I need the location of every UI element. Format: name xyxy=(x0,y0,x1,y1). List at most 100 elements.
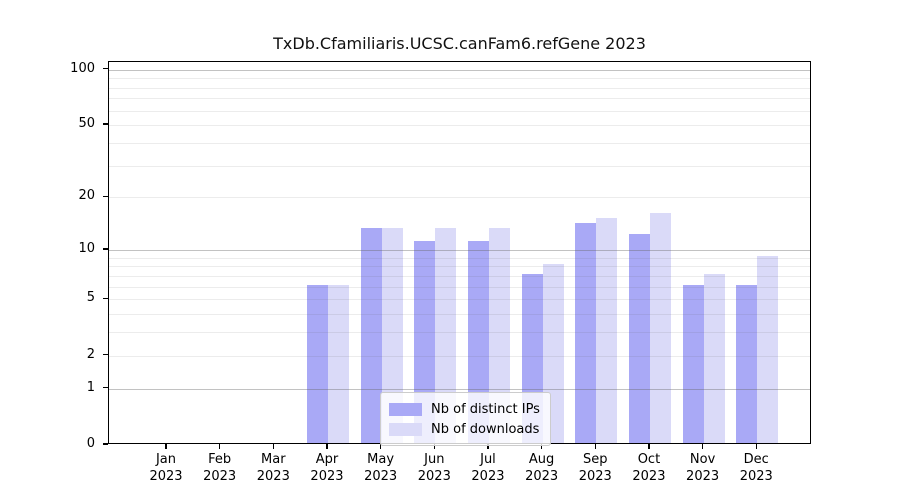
x-tick-month: Feb xyxy=(208,452,232,467)
x-tick-mark xyxy=(272,444,275,449)
x-tick-year: 2023 xyxy=(632,469,666,484)
x-tick-year: 2023 xyxy=(364,469,398,484)
x-tick-label: Apr 2023 xyxy=(299,451,355,485)
x-tick-year: 2023 xyxy=(686,469,720,484)
x-tick-mark xyxy=(540,444,543,449)
y-tick-label: 100 xyxy=(70,60,95,76)
gridline-major xyxy=(109,69,810,71)
x-tick-mark xyxy=(379,444,382,449)
x-tick-mark xyxy=(487,444,489,449)
x-tick-label: Dec 2023 xyxy=(728,451,784,485)
x-tick-mark xyxy=(594,444,597,449)
x-tick-month: Apr xyxy=(315,452,339,467)
gridline-minor xyxy=(109,299,810,301)
x-tick-label: Jan 2023 xyxy=(138,451,194,485)
y-tick-mark xyxy=(103,297,108,300)
x-tick-month: Jul xyxy=(480,452,496,467)
bar-downloads-jul xyxy=(488,228,510,443)
bar-downloads-dec xyxy=(757,255,779,443)
x-tick-mark xyxy=(218,444,221,449)
gridline-minor xyxy=(109,355,810,357)
gridline-major xyxy=(109,388,810,390)
bar-downloads-apr xyxy=(327,284,349,443)
bar-downloads-jun xyxy=(435,228,457,443)
gridline-minor xyxy=(109,87,810,89)
chart-title: TxDb.Cfamiliaris.UCSC.canFam6.refGene 20… xyxy=(273,34,646,53)
x-tick-mark xyxy=(433,444,436,449)
x-tick-year: 2023 xyxy=(149,469,183,484)
x-tick-label: Nov 2023 xyxy=(675,451,731,485)
x-tick-month: Nov xyxy=(689,452,716,467)
legend-swatch-downloads xyxy=(389,422,422,436)
x-tick-year: 2023 xyxy=(256,469,290,484)
y-tick-mark xyxy=(103,353,108,356)
gridline-major xyxy=(109,249,810,251)
bar-distinct-ips-dec xyxy=(736,284,758,443)
legend-label: Nb of downloads xyxy=(431,421,540,437)
y-tick-label: 50 xyxy=(78,116,95,132)
x-tick-month: Sep xyxy=(583,452,608,467)
gridline-minor xyxy=(109,98,810,100)
y-tick-mark xyxy=(103,67,108,70)
gridline-minor xyxy=(109,332,810,334)
x-tick-month: Aug xyxy=(528,452,555,467)
x-tick-mark xyxy=(701,444,704,449)
x-tick-month: Oct xyxy=(637,452,661,467)
y-tick-label: 10 xyxy=(78,240,95,256)
y-tick-label: 5 xyxy=(86,290,95,306)
y-tick-mark xyxy=(103,386,108,389)
x-tick-month: Jun xyxy=(424,452,445,467)
legend: Nb of distinct IPs Nb of downloads xyxy=(380,392,551,446)
y-tick-mark xyxy=(103,195,108,198)
legend-item: Nb of distinct IPs xyxy=(389,399,540,419)
bar-distinct-ips-apr xyxy=(306,284,328,443)
gridline-minor xyxy=(109,197,810,199)
bar-distinct-ips-oct xyxy=(628,234,650,443)
y-tick-label: 2 xyxy=(86,346,95,362)
x-tick-year: 2023 xyxy=(739,469,773,484)
x-tick-month: May xyxy=(367,452,395,467)
bar-distinct-ips-nov xyxy=(682,284,704,443)
x-tick-year: 2023 xyxy=(417,469,451,484)
bar-downloads-oct xyxy=(649,212,671,443)
y-tick-label: 1 xyxy=(86,379,95,395)
plot-area xyxy=(108,61,811,444)
gridline-minor xyxy=(109,78,810,80)
x-tick-label: Mar 2023 xyxy=(245,451,301,485)
x-tick-year: 2023 xyxy=(310,469,344,484)
bar-downloads-sep xyxy=(596,217,618,443)
x-tick-label: Aug 2023 xyxy=(514,451,570,485)
y-tick-label: 20 xyxy=(78,188,95,204)
legend-item: Nb of downloads xyxy=(389,419,540,439)
legend-swatch-distinct-ips xyxy=(389,402,422,416)
gridline-minor xyxy=(109,275,810,277)
x-tick-label: May 2023 xyxy=(353,451,409,485)
x-tick-mark xyxy=(648,444,650,449)
gridline-minor xyxy=(109,266,810,268)
gridline-minor xyxy=(109,142,810,144)
gridline-minor xyxy=(109,286,810,288)
x-tick-year: 2023 xyxy=(471,469,505,484)
gridline-minor xyxy=(109,165,810,167)
x-tick-label: Jul 2023 xyxy=(460,451,516,485)
y-tick-mark xyxy=(103,123,108,125)
y-tick-mark xyxy=(103,443,108,445)
x-tick-month: Mar xyxy=(261,452,286,467)
gridline-minor xyxy=(109,257,810,259)
x-tick-year: 2023 xyxy=(203,469,237,484)
x-tick-mark xyxy=(326,444,328,449)
x-tick-year: 2023 xyxy=(578,469,612,484)
y-tick-mark xyxy=(103,248,108,250)
x-tick-label: Jun 2023 xyxy=(406,451,462,485)
gridline-minor xyxy=(109,314,810,316)
bar-distinct-ips-sep xyxy=(575,222,597,443)
x-tick-label: Feb 2023 xyxy=(192,451,248,485)
gridline-minor xyxy=(109,125,810,127)
bar-distinct-ips-may xyxy=(360,228,382,443)
x-tick-label: Oct 2023 xyxy=(621,451,677,485)
x-tick-mark xyxy=(755,444,757,449)
bar-downloads-may xyxy=(381,228,403,443)
y-tick-label: 0 xyxy=(86,436,95,451)
x-tick-label: Sep 2023 xyxy=(567,451,623,485)
